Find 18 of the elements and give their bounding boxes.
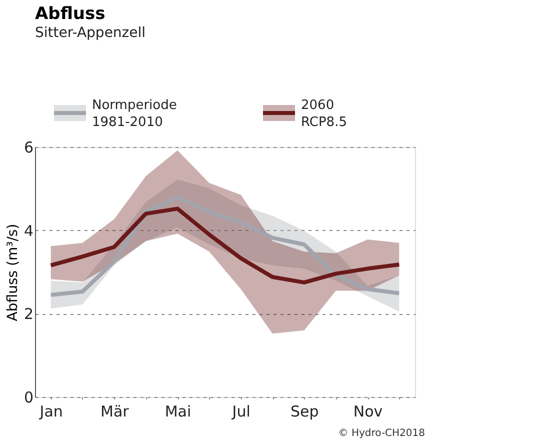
y-tick-label: 0 — [24, 388, 34, 406]
x-tick-label: Jul — [231, 402, 250, 420]
y-tick-label: 4 — [24, 222, 34, 240]
legend-label: 2060 RCP8.5 — [301, 98, 347, 130]
text: © Hydro-CH2018 — [338, 428, 425, 439]
y-tick-label: 6 — [24, 138, 34, 156]
line-series — [48, 195, 402, 297]
chart-title: Abfluss — [35, 4, 106, 24]
x-tick-label: Nov — [353, 402, 383, 420]
y-tick-label: 2 — [24, 305, 34, 324]
legend-label: Normperiode 1981-2010 — [92, 98, 177, 130]
line-series — [48, 206, 402, 284]
x-tick-label: Mai — [164, 402, 192, 420]
x-tick-label: Jan — [38, 402, 63, 420]
x-tick-label: Mär — [100, 402, 130, 420]
x-tick-label: Sep — [290, 402, 319, 420]
chart-subtitle: Sitter-Appenzell — [35, 25, 146, 41]
y-axis-title: Abfluss (m³/s) — [4, 224, 21, 322]
